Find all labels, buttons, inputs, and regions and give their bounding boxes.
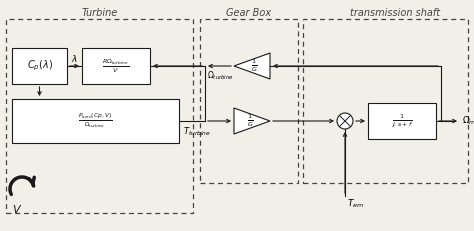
Text: $\frac{1}{J.s+f}$: $\frac{1}{J.s+f}$ xyxy=(391,112,413,130)
Text: $\Omega_{turbine}$: $\Omega_{turbine}$ xyxy=(207,69,234,82)
Bar xyxy=(12,99,179,143)
Bar xyxy=(303,19,468,183)
Text: $\frac{1}{G}$: $\frac{1}{G}$ xyxy=(251,58,257,74)
Text: $V$: $V$ xyxy=(12,203,22,215)
Polygon shape xyxy=(234,108,270,134)
Circle shape xyxy=(337,113,353,129)
Polygon shape xyxy=(234,53,270,79)
Text: $C_p(\lambda)$: $C_p(\lambda)$ xyxy=(27,59,53,73)
Text: Turbine: Turbine xyxy=(82,8,118,18)
Text: $\frac{R\Omega_{turbine}}{V}$: $\frac{R\Omega_{turbine}}{V}$ xyxy=(102,57,130,75)
Bar xyxy=(200,19,298,183)
Text: $\Omega_{mec}$: $\Omega_{mec}$ xyxy=(462,115,474,127)
Bar xyxy=(82,48,150,84)
Text: $\frac{P_{aero}(Cp,V)}{\Omega_{turbine}}$: $\frac{P_{aero}(Cp,V)}{\Omega_{turbine}}… xyxy=(78,112,113,131)
Bar xyxy=(368,103,436,139)
Text: transmission shaft: transmission shaft xyxy=(350,8,440,18)
Bar xyxy=(12,48,67,84)
Text: Gear Box: Gear Box xyxy=(227,8,272,18)
Text: $T_{turbine}$: $T_{turbine}$ xyxy=(183,125,211,137)
Text: $\lambda$: $\lambda$ xyxy=(71,53,78,64)
Text: $T_{em}$: $T_{em}$ xyxy=(347,198,364,210)
Bar xyxy=(6,19,193,213)
Text: $\frac{1}{G}$: $\frac{1}{G}$ xyxy=(246,113,254,129)
